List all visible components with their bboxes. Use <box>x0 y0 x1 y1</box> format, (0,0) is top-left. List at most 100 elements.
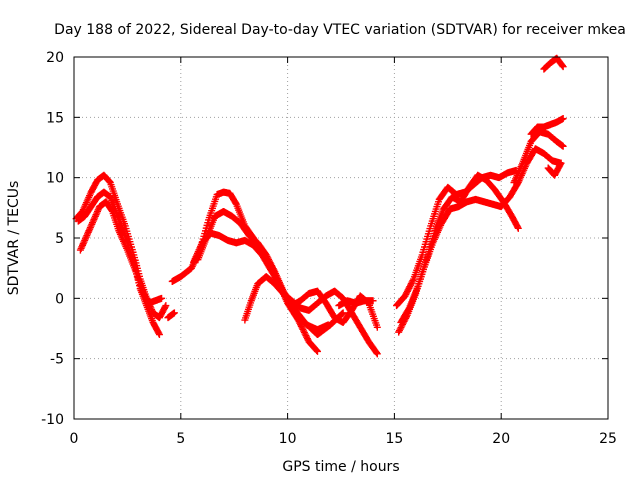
data-point-marker <box>402 314 410 322</box>
y-tick-label: 0 <box>55 291 64 307</box>
data-point-marker <box>313 347 321 355</box>
series-track-12 <box>395 145 565 336</box>
data-points-layer <box>72 54 567 358</box>
data-point-marker <box>400 317 408 325</box>
data-point-marker <box>80 238 88 246</box>
data-point-marker <box>401 316 409 324</box>
y-tick-label: 20 <box>46 50 64 66</box>
x-tick-label: 20 <box>492 431 510 447</box>
data-point-marker <box>514 224 522 232</box>
data-point-marker <box>373 350 381 358</box>
data-point-marker <box>87 222 95 230</box>
data-point-marker <box>314 347 322 355</box>
data-point-marker <box>92 211 100 219</box>
data-point-marker <box>158 294 166 302</box>
data-point-marker <box>339 309 347 317</box>
data-point-marker <box>300 327 308 335</box>
data-point-marker <box>170 309 178 317</box>
data-point-marker <box>403 289 411 297</box>
series-track-14 <box>527 115 567 138</box>
data-point-marker <box>89 219 97 227</box>
data-point-marker <box>398 322 406 330</box>
data-point-marker <box>300 328 308 336</box>
data-point-marker <box>558 62 566 70</box>
chart-title: Day 188 of 2022, Sidereal Day-to-day VTE… <box>54 22 626 38</box>
y-tick-label: -10 <box>41 412 64 428</box>
data-point-marker <box>301 330 309 338</box>
data-point-marker <box>559 115 567 123</box>
series-track-9 <box>335 297 377 310</box>
data-point-marker <box>407 281 415 289</box>
data-point-marker <box>77 244 85 252</box>
data-point-marker <box>303 335 311 343</box>
data-point-marker <box>108 206 116 214</box>
data-point-marker <box>90 215 98 223</box>
data-point-marker <box>402 290 410 298</box>
data-point-marker <box>161 303 169 311</box>
data-point-marker <box>105 177 113 185</box>
series-track-15 <box>544 159 565 179</box>
axis-ticks <box>73 56 609 420</box>
y-tick-label: 15 <box>46 110 64 126</box>
series-track-10 <box>393 166 520 310</box>
data-point-marker <box>407 280 415 288</box>
data-point-marker <box>559 142 567 150</box>
data-point-marker <box>395 327 403 335</box>
data-point-marker <box>155 329 163 337</box>
data-point-marker <box>91 212 99 220</box>
data-point-marker <box>556 161 564 169</box>
series-track-16 <box>540 54 567 73</box>
x-tick-labels: 0 5 10 15 20 25 <box>70 431 617 447</box>
data-point-marker <box>405 284 413 292</box>
data-point-marker <box>324 321 332 329</box>
data-point-marker <box>402 313 410 321</box>
grid-lines <box>74 57 608 419</box>
x-axis-label: GPS time / hours <box>282 459 399 475</box>
data-point-marker <box>369 297 377 305</box>
data-point-marker <box>89 217 97 225</box>
y-axis-label: SDTVAR / TECUs <box>6 181 22 296</box>
data-point-marker <box>406 283 414 291</box>
data-point-marker <box>81 235 89 243</box>
x-tick-label: 0 <box>70 431 79 447</box>
data-point-marker <box>403 287 411 295</box>
series-track-6 <box>190 229 332 334</box>
data-point-marker <box>396 325 404 333</box>
data-point-marker <box>88 220 96 228</box>
data-point-marker <box>232 199 240 207</box>
x-tick-label: 10 <box>279 431 297 447</box>
data-point-marker <box>93 207 101 215</box>
data-point-marker <box>86 224 94 232</box>
data-point-marker <box>373 323 381 331</box>
data-point-marker <box>297 322 305 330</box>
data-point-marker <box>86 225 94 233</box>
series-track-17 <box>164 309 178 322</box>
data-point-marker <box>78 243 86 251</box>
x-tick-label: 25 <box>599 431 617 447</box>
data-point-marker <box>399 320 407 328</box>
data-point-marker <box>299 325 307 333</box>
data-point-marker <box>303 333 311 341</box>
y-tick-label: -5 <box>50 352 64 368</box>
data-point-marker <box>557 159 565 167</box>
x-tick-label: 15 <box>385 431 403 447</box>
data-point-marker <box>401 292 409 300</box>
data-point-marker <box>162 302 170 310</box>
data-point-marker <box>404 286 412 294</box>
data-point-marker <box>85 227 93 235</box>
data-point-marker <box>559 63 567 71</box>
series-track-3 <box>76 198 166 307</box>
data-point-marker <box>373 349 381 357</box>
data-point-marker <box>83 232 91 240</box>
data-point-marker <box>155 331 163 339</box>
data-point-marker <box>79 241 87 249</box>
data-point-marker <box>514 223 522 231</box>
data-point-marker <box>408 278 416 286</box>
data-point-marker <box>79 240 87 248</box>
data-point-marker <box>338 310 346 318</box>
y-tick-labels: -10 -5 0 5 10 15 20 <box>41 50 64 428</box>
data-point-marker <box>338 310 346 318</box>
y-tick-label: 5 <box>55 231 64 247</box>
y-tick-label: 10 <box>46 171 64 187</box>
